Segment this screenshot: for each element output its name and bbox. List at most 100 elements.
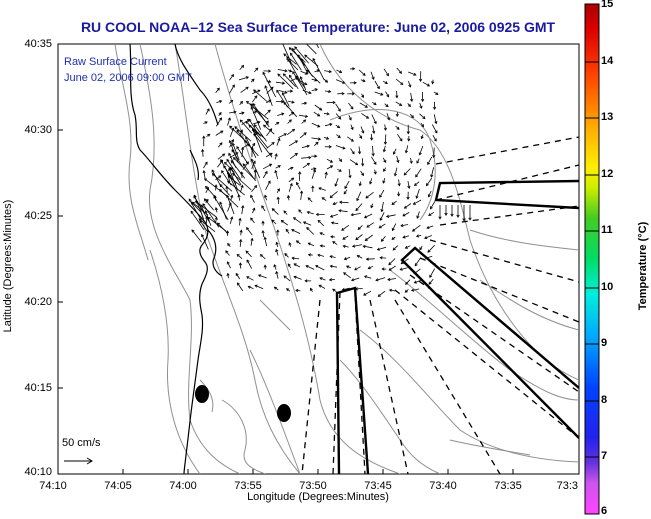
current-vector-head — [245, 161, 249, 165]
current-vector — [230, 160, 246, 179]
current-vector-head — [204, 161, 208, 165]
current-vector — [250, 217, 255, 224]
current-vector-head — [369, 137, 374, 141]
current-vector-head — [432, 106, 437, 110]
current-vector-head — [281, 112, 285, 116]
current-vector-head — [403, 172, 407, 176]
current-vector — [228, 168, 239, 191]
current-vector-head — [291, 111, 295, 115]
current-vector-head — [357, 151, 362, 155]
current-vector-head — [218, 111, 222, 116]
current-vector-head — [237, 194, 241, 198]
current-vector-head — [399, 267, 403, 271]
current-vector-head — [289, 89, 294, 93]
current-vector — [265, 180, 271, 190]
current-vector — [311, 88, 318, 92]
current-vector-head — [229, 167, 233, 171]
current-vector-head — [334, 183, 338, 187]
current-vector-head — [350, 278, 355, 282]
colorbar-tick-label: 10 — [601, 281, 614, 293]
current-vector-head — [329, 122, 333, 127]
current-vector — [413, 199, 422, 205]
current-vector-head — [219, 201, 223, 205]
current-vector-head — [285, 288, 290, 292]
current-vector — [414, 181, 420, 186]
current-vector — [395, 125, 400, 130]
current-vector — [335, 79, 345, 84]
current-vector-head — [283, 275, 287, 279]
current-vector — [217, 142, 223, 148]
current-vector — [305, 44, 317, 55]
current-vector — [318, 284, 326, 289]
current-vector-head — [337, 108, 341, 112]
current-vector — [307, 211, 314, 215]
current-vector — [354, 266, 361, 271]
current-vector-head — [231, 139, 235, 143]
current-vector — [294, 46, 310, 64]
current-vector-head — [427, 161, 431, 166]
current-vector-head — [402, 235, 406, 239]
current-vector — [342, 287, 350, 291]
current-vector — [330, 265, 338, 268]
current-vector — [303, 221, 312, 226]
current-vector-head — [359, 135, 363, 139]
current-vector-head — [462, 218, 466, 222]
current-vector-head — [203, 198, 207, 202]
current-vector-head — [415, 195, 419, 199]
current-vector — [215, 117, 222, 127]
current-vector-head — [420, 135, 424, 140]
current-vector-head — [246, 118, 251, 122]
y-tick-label: 40:25 — [24, 210, 52, 222]
current-vector-head — [202, 135, 206, 139]
current-vector — [321, 197, 327, 201]
current-vector-head — [253, 89, 257, 93]
current-vector-head — [357, 226, 361, 230]
current-vector — [300, 191, 303, 201]
transect-lines — [301, 136, 579, 474]
current-vector-head — [380, 92, 384, 96]
current-vector-head — [379, 217, 383, 221]
current-vector-head — [316, 69, 320, 73]
current-vector-head — [313, 167, 317, 171]
current-vector — [281, 220, 289, 226]
current-vector — [262, 230, 265, 237]
current-vector-head — [306, 211, 310, 215]
current-vector — [424, 235, 432, 239]
current-vector — [350, 148, 355, 155]
current-vector — [293, 276, 302, 280]
current-vector-head — [304, 114, 309, 118]
scale-arrow — [64, 457, 93, 465]
current-vector-head — [240, 146, 245, 150]
current-vector-head — [421, 124, 424, 128]
current-vector-head — [291, 229, 295, 232]
current-vector — [412, 224, 421, 232]
current-vector — [241, 147, 244, 158]
current-vector — [203, 161, 208, 169]
current-vector — [229, 139, 234, 148]
current-vector-head — [228, 152, 232, 156]
current-vector-head — [205, 185, 209, 189]
current-vector-head — [284, 253, 288, 257]
current-vector — [253, 133, 273, 158]
current-vector-head — [213, 194, 217, 199]
current-vector-head — [413, 271, 417, 275]
current-vector-head — [332, 288, 336, 292]
current-vector — [378, 223, 386, 229]
current-vector — [229, 128, 234, 138]
current-vector-head — [306, 227, 310, 231]
current-vector — [276, 271, 279, 279]
current-vector-head — [350, 106, 354, 110]
current-vector-head — [315, 141, 319, 145]
current-vector — [433, 147, 435, 158]
current-vector — [324, 90, 331, 93]
current-vector — [311, 78, 317, 81]
current-vector — [241, 205, 244, 215]
x-tick-label: 73:45 — [364, 480, 392, 492]
current-vector-head — [276, 121, 280, 125]
current-vector — [292, 48, 306, 66]
current-vector-head — [365, 195, 369, 199]
current-vector-head — [236, 282, 240, 286]
current-vector-head — [254, 284, 258, 288]
current-vector-head — [202, 203, 206, 207]
current-vector — [378, 290, 386, 297]
